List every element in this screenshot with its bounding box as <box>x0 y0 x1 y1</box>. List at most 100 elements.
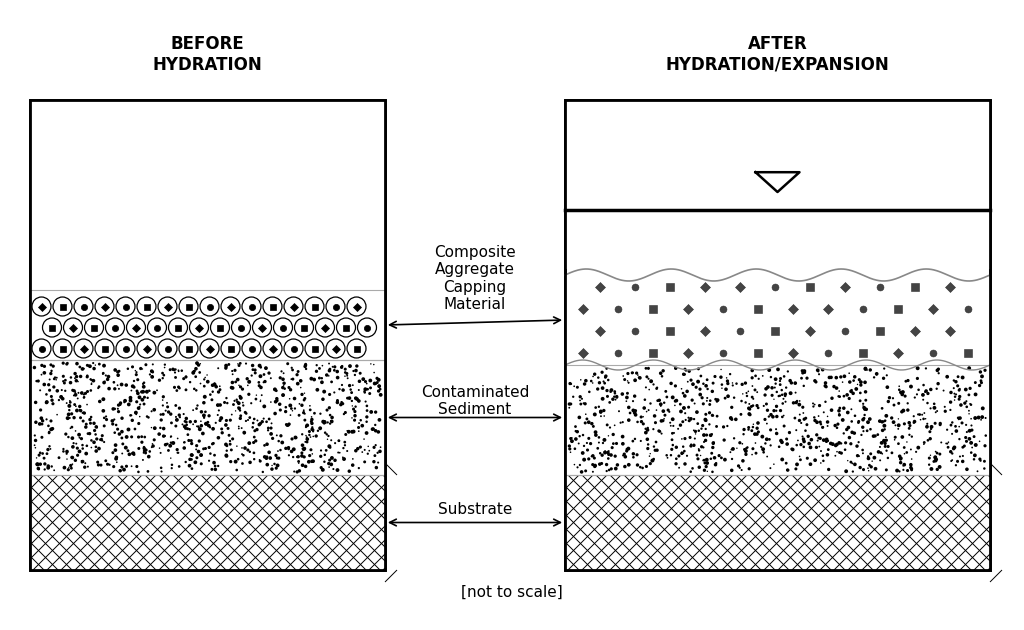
Point <box>699 375 716 385</box>
Point <box>204 439 220 449</box>
Point <box>212 381 228 391</box>
Point <box>741 409 758 419</box>
Point <box>717 393 733 403</box>
Point <box>884 448 900 458</box>
Point <box>967 377 983 387</box>
Point <box>594 450 610 461</box>
Point <box>724 378 740 388</box>
Point <box>82 374 98 384</box>
Point <box>137 445 154 455</box>
Point <box>924 464 940 474</box>
Point <box>605 430 622 440</box>
Point <box>286 444 302 454</box>
Point <box>62 372 79 382</box>
Point <box>297 437 313 447</box>
Point <box>55 371 72 381</box>
Point <box>28 435 44 445</box>
Point <box>157 431 173 441</box>
Point <box>970 466 986 476</box>
Point <box>154 466 170 476</box>
Point <box>164 460 180 470</box>
Point <box>188 358 205 368</box>
Point <box>847 372 863 382</box>
Point <box>638 406 654 416</box>
Point <box>301 430 317 440</box>
Point <box>319 434 336 444</box>
Point <box>931 368 947 378</box>
Point <box>874 425 891 435</box>
Point <box>237 428 253 438</box>
Point <box>294 440 310 450</box>
Point <box>120 445 136 455</box>
Point <box>588 403 604 413</box>
Point <box>41 428 57 438</box>
Point <box>177 423 194 433</box>
Point <box>642 449 658 459</box>
Point <box>143 406 160 416</box>
Point <box>889 466 905 476</box>
Point <box>578 379 594 389</box>
Point <box>58 447 75 457</box>
Point <box>851 416 867 427</box>
Point <box>179 423 196 433</box>
Point <box>82 418 98 428</box>
Point <box>46 382 62 392</box>
Point <box>137 360 154 370</box>
Point <box>929 406 945 416</box>
Point <box>332 384 348 394</box>
Point <box>756 447 772 457</box>
Point <box>567 421 584 432</box>
Point <box>183 454 200 464</box>
Point <box>605 438 622 449</box>
Point <box>371 375 387 385</box>
Point <box>178 372 195 382</box>
Point <box>569 427 586 437</box>
Point <box>599 420 615 430</box>
Point <box>867 464 884 474</box>
Point <box>951 434 968 444</box>
Point <box>341 393 357 403</box>
Point <box>562 447 579 457</box>
Point <box>76 408 92 418</box>
Point <box>114 427 130 437</box>
Point <box>697 424 714 434</box>
Point <box>280 358 296 369</box>
Point <box>236 450 252 461</box>
Point <box>591 402 607 412</box>
Point <box>51 395 68 405</box>
Point <box>132 364 148 374</box>
Point <box>87 430 103 440</box>
Point <box>760 382 776 392</box>
Point <box>720 391 736 401</box>
Point <box>675 448 691 458</box>
Point <box>356 434 373 444</box>
Point <box>639 425 655 435</box>
Point <box>942 397 958 407</box>
Bar <box>565 100 990 570</box>
Point <box>228 465 245 475</box>
Point <box>709 411 725 421</box>
Point <box>91 444 108 454</box>
Point <box>214 428 230 438</box>
Point <box>757 390 773 400</box>
Point <box>683 440 699 450</box>
Point <box>620 369 636 379</box>
Point <box>75 364 91 374</box>
Point <box>74 457 90 467</box>
Point <box>976 464 992 474</box>
Point <box>284 447 300 457</box>
Point <box>639 372 655 382</box>
Point <box>268 386 285 396</box>
Point <box>938 438 954 449</box>
Point <box>230 381 247 391</box>
Point <box>689 418 706 428</box>
Point <box>231 406 248 416</box>
Point <box>120 364 136 374</box>
Point <box>820 445 837 455</box>
Point <box>201 455 217 466</box>
Point <box>294 429 310 439</box>
Point <box>606 387 623 397</box>
Point <box>284 374 300 384</box>
Point <box>765 412 781 422</box>
Point <box>977 441 993 451</box>
